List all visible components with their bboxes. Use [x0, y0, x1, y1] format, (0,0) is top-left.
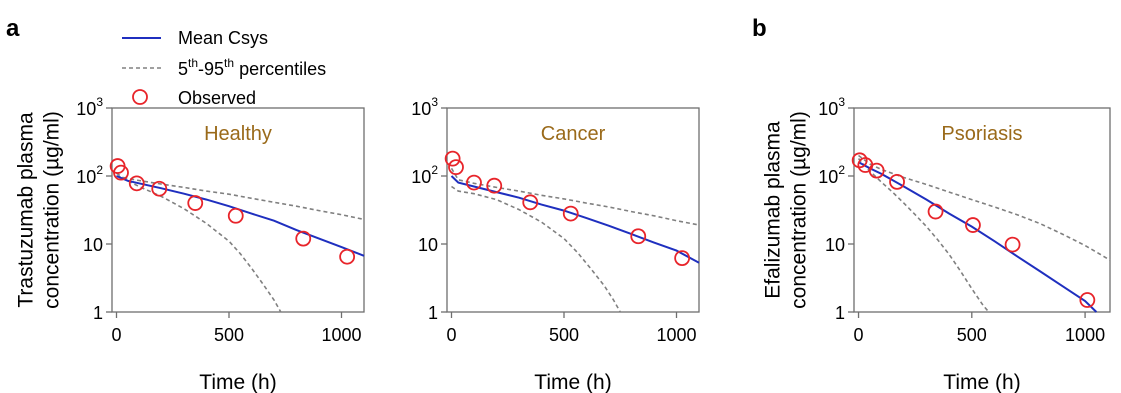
x-tick-label: 1000: [656, 325, 696, 345]
percentile-95-line: [116, 175, 365, 221]
y-tick-label: 1: [835, 303, 845, 323]
observed-point: [295, 230, 312, 247]
observed-point: [486, 177, 503, 194]
panel-title: Psoriasis: [941, 123, 1022, 145]
y-axis-label-line2: concentration (µg/ml): [41, 111, 64, 309]
legend-observed-label: Observed: [178, 88, 256, 108]
observed-point: [151, 180, 168, 197]
x-tick-label: 1000: [1065, 325, 1105, 345]
chart-cancer: Cancer 0 500 1000 1 10 102 103 Time (h): [411, 95, 700, 393]
percentile-5-line: [451, 185, 621, 313]
x-tick-label: 0: [446, 325, 456, 345]
y-axis-label-line2: concentration (µg/ml): [788, 111, 811, 309]
mean-csys-line: [116, 175, 365, 257]
x-axis-label: Time (h): [943, 371, 1020, 393]
observed-point: [851, 152, 868, 169]
y-tick-label: 10: [83, 235, 103, 255]
panel-label-a: a: [6, 15, 20, 42]
x-axis-label: Time (h): [199, 371, 276, 393]
plot-frame: [853, 107, 1111, 313]
y-tick-label: 103: [411, 95, 438, 119]
chart-psoriasis: Psoriasis 0 500 1000 1 10 102 103 Time (h) Efaliz…: [762, 95, 1111, 393]
percentile-5-line: [116, 172, 282, 313]
observed-point: [562, 205, 579, 222]
observed-point: [128, 175, 145, 192]
panel-title: Cancer: [541, 123, 606, 145]
panel-label-b: b: [752, 15, 767, 42]
observed-point: [227, 207, 244, 224]
y-tick-label: 1: [428, 303, 438, 323]
y-tick-label: 103: [76, 95, 103, 119]
y-tick-label: 102: [818, 163, 845, 187]
x-tick-label: 0: [854, 325, 864, 345]
y-axis-label-line1: Efalizumab plasma: [762, 121, 785, 299]
x-tick-label: 500: [549, 325, 579, 345]
observed-point: [965, 217, 981, 233]
chart-healthy: Healthy 0 500 1000 1 10 102 103 Time (h) Trastuzu…: [15, 95, 365, 393]
y-tick-label: 102: [76, 163, 103, 187]
observed-point: [187, 195, 204, 211]
percentile-95-line: [858, 154, 1111, 261]
legend-percentile-label: 5th-95th percentiles: [178, 56, 326, 79]
legend-observed-marker: [132, 89, 148, 105]
observed-point: [868, 162, 885, 179]
observed-point: [1079, 292, 1096, 308]
x-axis-label: Time (h): [534, 371, 611, 393]
observed-point: [448, 159, 464, 176]
plot-frame: [446, 107, 700, 313]
observed-point: [113, 164, 129, 181]
x-tick-label: 500: [214, 325, 244, 345]
legend: Mean Csys 5th-95th percentiles Observed: [122, 28, 326, 108]
observed-point: [927, 203, 944, 220]
observed-point: [630, 228, 647, 245]
mean-csys-line: [858, 161, 1098, 313]
y-tick-label: 102: [411, 163, 438, 187]
x-tick-label: 1000: [321, 325, 361, 345]
observed-point: [339, 248, 356, 265]
legend-mean-label: Mean Csys: [178, 28, 268, 48]
percentile-95-line: [450, 167, 700, 226]
x-tick-label: 0: [111, 325, 121, 345]
percentile-5-line: [857, 158, 990, 313]
y-tick-label: 1: [93, 303, 103, 323]
observed-point: [466, 174, 482, 191]
plot-frame: [111, 107, 365, 313]
x-tick-label: 500: [957, 325, 987, 345]
observed-point: [444, 150, 461, 167]
y-tick-label: 103: [818, 95, 845, 119]
observed-point: [674, 250, 691, 267]
observed-point: [889, 173, 905, 190]
y-axis-label-line1: Trastuzumab plasma: [15, 112, 38, 308]
observed-point: [522, 194, 539, 211]
observed-point: [1004, 236, 1021, 253]
y-tick-label: 10: [825, 235, 845, 255]
panel-title: Healthy: [204, 123, 272, 145]
y-tick-label: 10: [418, 235, 438, 255]
